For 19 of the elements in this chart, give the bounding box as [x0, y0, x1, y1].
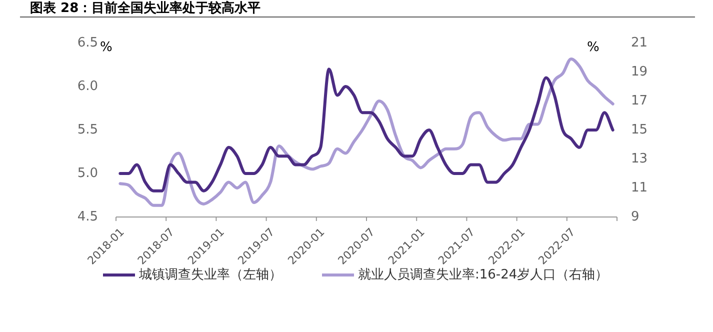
- y2-tick-label: 13: [631, 152, 648, 166]
- y2-tick-label: 21: [631, 36, 648, 50]
- y-tick-label: 5.0: [77, 166, 98, 181]
- line-series: [118, 68, 614, 192]
- y2-tick-label: 9: [631, 210, 640, 224]
- y2-tick-label: 15: [631, 122, 648, 138]
- chart-title: 图表 28：目前全国失业率处于较高水平: [30, 0, 261, 16]
- y2-tick-label: 17: [631, 94, 648, 108]
- y-tick-label: 4.5: [77, 210, 98, 224]
- y2-tick-label: 19: [631, 64, 648, 80]
- line-series: [118, 57, 614, 207]
- y-tick-label: 6.5: [77, 36, 98, 50]
- y2-tick-label: 11: [631, 180, 648, 196]
- y-tick-label: 5.5: [77, 122, 98, 138]
- y2-axis-title: %: [587, 40, 600, 55]
- y-axis-title: %: [100, 40, 112, 55]
- legend-label: 城镇调查失业率（左轴）: [138, 266, 282, 282]
- y-tick-label: 6.0: [77, 79, 98, 94]
- legend-label: 就业人员调查失业率:16-24岁人口（右轴）: [358, 266, 608, 282]
